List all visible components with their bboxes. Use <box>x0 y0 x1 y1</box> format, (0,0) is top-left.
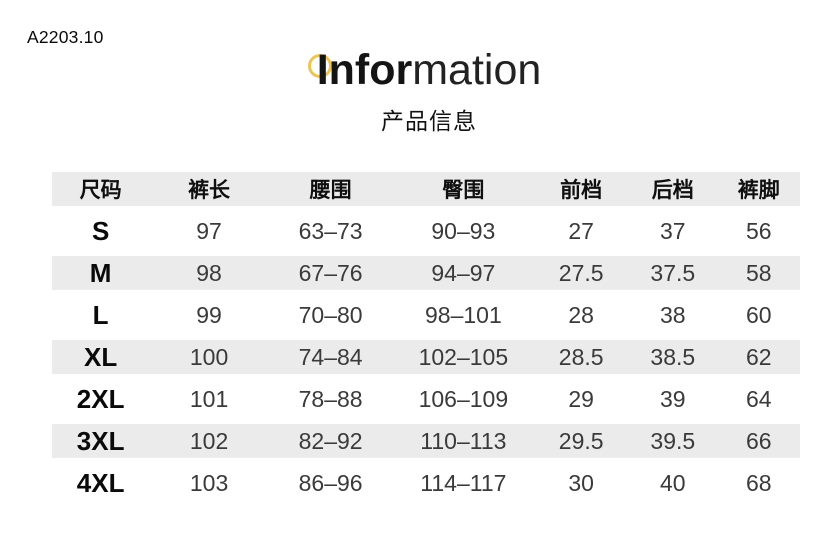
pant-length-value: 100 <box>189 343 229 370</box>
back-rise-value: 40 <box>660 469 686 496</box>
hip-value: 90–93 <box>431 217 496 244</box>
column-header-front-rise: 前档 <box>560 179 603 202</box>
title-block: Information 产品信息 <box>0 46 824 136</box>
column-header-waist: 腰围 <box>309 179 352 202</box>
hip-value: 110–113 <box>420 427 507 454</box>
front-rise-value: 27 <box>568 217 594 244</box>
product-code: A2203.10 <box>27 27 104 47</box>
table-row: S 97 63–73 90–93 27 37 56 <box>52 210 800 252</box>
table-row: 3XL 102 82–92 110–113 29.5 39.5 66 <box>52 420 800 462</box>
column-header-back-rise: 后档 <box>651 179 694 202</box>
table-row: XL 100 74–84 102–105 28.5 38.5 62 <box>52 336 800 378</box>
column-header-hip: 臀围 <box>442 179 485 202</box>
waist-value: 63–73 <box>298 217 363 244</box>
table-header-row: 尺码 裤长 腰围 臀围 前档 后档 裤脚 <box>52 168 800 210</box>
pant-length-value: 99 <box>196 301 222 328</box>
leg-opening-value: 56 <box>746 217 772 244</box>
size-label: 2XL <box>76 383 125 414</box>
size-label: 4XL <box>76 467 125 498</box>
back-rise-value: 37 <box>660 217 686 244</box>
table-row: M 98 67–76 94–97 27.5 37.5 58 <box>52 252 800 294</box>
leg-opening-value: 66 <box>746 427 772 454</box>
page-title-light: mation <box>412 46 542 94</box>
size-label: M <box>89 257 112 288</box>
waist-value: 70–80 <box>298 301 363 328</box>
pant-length-value: 102 <box>189 427 229 454</box>
size-label: L <box>92 299 109 330</box>
waist-value: 86–96 <box>298 469 363 496</box>
waist-value: 74–84 <box>298 343 363 370</box>
hip-value: 98–101 <box>424 301 502 328</box>
front-rise-value: 27.5 <box>558 259 604 286</box>
front-rise-value: 30 <box>568 469 594 496</box>
waist-value: 67–76 <box>298 259 363 286</box>
column-header-pant-length: 裤长 <box>188 179 231 202</box>
leg-opening-value: 68 <box>746 469 772 496</box>
size-label: S <box>91 215 110 246</box>
leg-opening-value: 64 <box>746 385 772 412</box>
column-header-size: 尺码 <box>79 179 122 202</box>
pant-length-value: 98 <box>196 259 222 286</box>
back-rise-value: 37.5 <box>650 259 696 286</box>
size-chart-table: 尺码 裤长 腰围 臀围 前档 后档 裤脚 S 97 63–73 90–93 27… <box>52 168 800 504</box>
table-row: L 99 70–80 98–101 28 38 60 <box>52 294 800 336</box>
waist-value: 82–92 <box>298 427 363 454</box>
pant-length-value: 101 <box>189 385 229 412</box>
front-rise-value: 28 <box>568 301 594 328</box>
size-label: XL <box>84 341 118 372</box>
back-rise-value: 38.5 <box>650 343 696 370</box>
hip-value: 94–97 <box>431 259 496 286</box>
back-rise-value: 39 <box>660 385 686 412</box>
leg-opening-value: 58 <box>746 259 772 286</box>
accent-ring-icon <box>308 54 332 78</box>
table-row: 4XL 103 86–96 114–117 30 40 68 <box>52 462 800 504</box>
page-subtitle: 产品信息 <box>381 108 477 134</box>
leg-opening-value: 62 <box>746 343 772 370</box>
back-rise-value: 38 <box>660 301 686 328</box>
hip-value: 106–109 <box>418 385 509 412</box>
size-label: 3XL <box>76 425 125 456</box>
pant-length-value: 97 <box>196 217 222 244</box>
back-rise-value: 39.5 <box>650 427 696 454</box>
front-rise-value: 29 <box>568 385 594 412</box>
front-rise-value: 29.5 <box>558 427 604 454</box>
column-header-leg-opening: 裤脚 <box>737 179 780 202</box>
hip-value: 102–105 <box>418 343 509 370</box>
hip-value: 114–117 <box>420 469 507 496</box>
page-title-bold: Infor <box>316 46 413 94</box>
page-title: Information <box>34 46 824 94</box>
table-row: 2XL 101 78–88 106–109 29 39 64 <box>52 378 800 420</box>
waist-value: 78–88 <box>298 385 363 412</box>
front-rise-value: 28.5 <box>558 343 604 370</box>
pant-length-value: 103 <box>189 469 229 496</box>
leg-opening-value: 60 <box>746 301 772 328</box>
